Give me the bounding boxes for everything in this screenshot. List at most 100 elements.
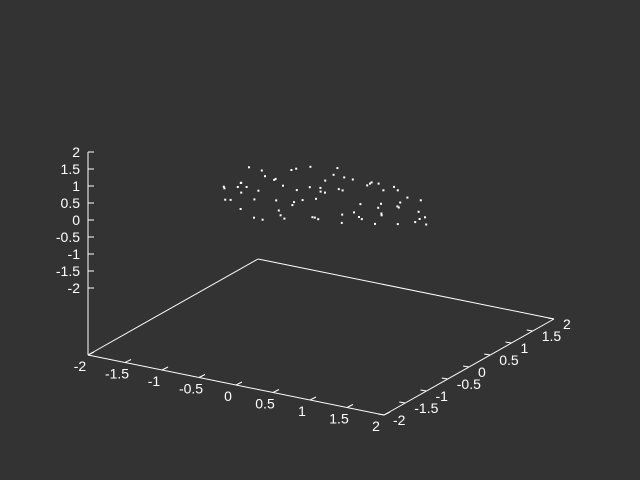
data-point: [282, 184, 284, 187]
x-tick-label: -2: [74, 358, 87, 374]
data-point: [419, 199, 422, 202]
data-point: [399, 201, 402, 204]
data-point: [377, 206, 380, 209]
data-point: [257, 189, 260, 192]
x-tick-mark: [346, 404, 354, 408]
z-tick-label: -1.5: [56, 263, 80, 279]
data-point: [351, 178, 354, 181]
z-tick-label: 0: [72, 212, 80, 228]
z-tick-label: 1: [72, 178, 80, 194]
data-point: [245, 186, 248, 188]
data-point: [369, 182, 371, 185]
x-tick-label: 0: [224, 388, 232, 404]
x-tick-mark: [87, 351, 95, 356]
z-tick-label: -0.5: [56, 229, 80, 245]
data-point: [301, 199, 304, 202]
data-point: [393, 185, 395, 188]
x-tick-mark: [309, 396, 317, 401]
data-point: [374, 222, 376, 225]
data-point: [273, 178, 276, 181]
data-point: [277, 209, 280, 212]
data-point: [366, 184, 369, 187]
y-tick-label: 2: [563, 316, 571, 332]
data-point: [324, 179, 327, 182]
x-tick-mark: [383, 411, 391, 416]
data-point: [425, 223, 428, 226]
y-tick-mark: [377, 413, 385, 416]
data-point: [341, 213, 344, 216]
data-point: [332, 173, 335, 176]
data-point: [417, 210, 420, 213]
y-tick-label: -1.5: [414, 400, 438, 416]
y-tick-mark: [420, 389, 427, 392]
y-tick-label: 1.5: [542, 328, 562, 344]
data-point: [283, 217, 286, 220]
data-point: [315, 197, 317, 200]
z-tick-label: 0.5: [61, 195, 81, 211]
y-tick-mark: [441, 377, 448, 380]
y-tick-label: -2: [393, 412, 406, 428]
x-axis-ticks: -2 -1.5 -1 -0.5 0 0.5 1 1.5 2: [74, 351, 391, 434]
x-tick-label: -1: [148, 373, 161, 389]
data-point: [261, 218, 264, 221]
x-tick-mark: [161, 366, 169, 371]
x-tick-mark: [272, 389, 280, 393]
data-point: [360, 218, 363, 221]
data-point: [396, 223, 399, 226]
data-point: [418, 218, 421, 220]
data-point: [406, 196, 409, 199]
data-point: [224, 198, 227, 201]
x-tick-label: 2: [372, 418, 380, 434]
data-point: [279, 214, 282, 217]
y-tick-label: 1: [521, 340, 529, 356]
data-point: [358, 216, 360, 218]
z-tick-label: 1.5: [61, 161, 81, 177]
data-point: [239, 208, 242, 210]
data-point: [240, 191, 243, 194]
data-point: [336, 167, 339, 170]
y-tick-label: -0.5: [457, 376, 481, 392]
x-tick-label: -0.5: [179, 381, 203, 397]
data-point: [264, 175, 266, 178]
x-tick-mark: [235, 381, 243, 386]
data-point: [343, 176, 346, 179]
x-tick-label: 0.5: [255, 396, 275, 412]
data-point: [337, 188, 340, 191]
z-tick-label: -1: [68, 246, 81, 262]
data-point: [319, 190, 322, 193]
data-point: [295, 189, 298, 192]
x-tick-label: 1: [298, 403, 306, 419]
data-point: [222, 185, 225, 188]
y-tick-mark: [526, 329, 533, 332]
data-point: [253, 216, 255, 219]
data-point: [377, 182, 380, 185]
data-point: [290, 169, 293, 171]
data-point: [380, 212, 383, 215]
y-tick-mark: [462, 365, 470, 368]
data-point: [319, 186, 322, 189]
data-points: [222, 165, 428, 226]
back-edge-x: [257, 258, 555, 320]
data-point: [414, 221, 417, 224]
data-point: [274, 177, 277, 180]
x-tick-mark: [198, 374, 206, 378]
left-edge-y: [87, 258, 259, 356]
data-point: [253, 198, 256, 201]
data-point: [309, 165, 312, 168]
y-tick-mark: [399, 401, 406, 404]
data-point: [341, 189, 344, 192]
data-point: [293, 201, 295, 204]
data-point: [396, 189, 399, 192]
z-tick-label: 2: [72, 144, 80, 160]
data-point: [353, 211, 355, 214]
data-point: [359, 203, 362, 206]
data-point: [380, 214, 383, 217]
y-tick-label: -1: [436, 388, 449, 404]
data-point: [260, 169, 263, 172]
y-tick-label: 0: [478, 364, 486, 380]
x-tick-label: 1.5: [329, 411, 349, 427]
data-point: [239, 182, 242, 184]
data-point: [380, 202, 382, 205]
data-point: [236, 186, 239, 188]
